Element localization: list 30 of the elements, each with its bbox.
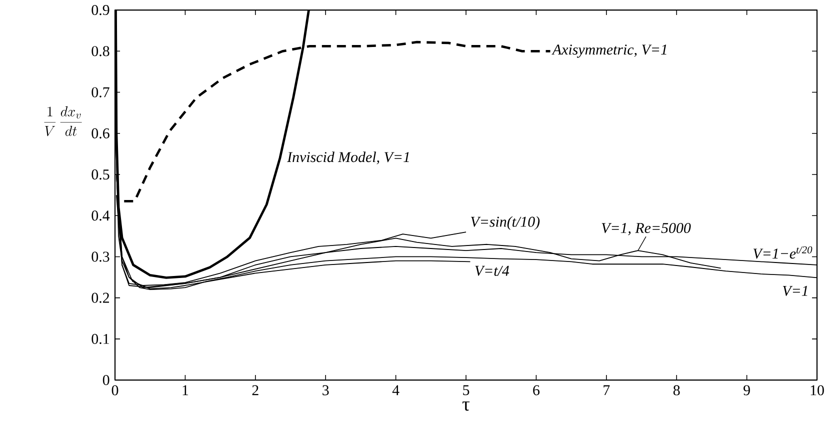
annotation: V=sin(t/10) <box>470 216 540 230</box>
y-tick-label: 0.5 <box>92 169 110 180</box>
y-tick-label: 0.8 <box>92 46 110 56</box>
x-tick-label: 2 <box>252 385 258 396</box>
x-tick-label: 9 <box>744 385 750 396</box>
y-tick-label: 0.6 <box>92 128 110 138</box>
annotation: Axisymmetric, V=1 <box>552 44 666 58</box>
x-tick-label: 6 <box>533 385 540 396</box>
x-tick-label: 0 <box>112 385 118 396</box>
x-tick-label: 4 <box>392 385 400 396</box>
y-tick-label: 0.7 <box>92 87 110 98</box>
y-tick-label: 0.9 <box>92 4 110 16</box>
y-tick-label: 0 <box>102 374 110 386</box>
x-tick-label: 10 <box>810 385 824 396</box>
annotation: V=1, Re=5000 <box>602 222 691 236</box>
x-tick-label: 7 <box>604 385 610 395</box>
annotation: V=1−e$^{t/20}$ <box>753 246 812 259</box>
x-tick-label: 8 <box>673 385 680 396</box>
y-tick-label: 0.4 <box>92 210 110 221</box>
annotation: Inviscid Model, V=1 <box>287 152 409 164</box>
x-tick-label: 1 <box>182 385 188 396</box>
y-tick-label: 0.1 <box>92 334 109 344</box>
x-axis-title: τ <box>462 401 470 411</box>
x-tick-label: 5 <box>463 385 470 396</box>
annotation: V=1 <box>782 286 808 296</box>
y-tick-label: 0.2 <box>92 292 109 303</box>
y-tick-label: 0.3 <box>92 252 110 262</box>
y-axis-title: $\frac{1}{V}\,\frac{dx_v}{dt}$ <box>44 106 82 136</box>
annotation: V=t/4 <box>475 266 510 276</box>
x-tick-label: 3 <box>322 385 329 396</box>
